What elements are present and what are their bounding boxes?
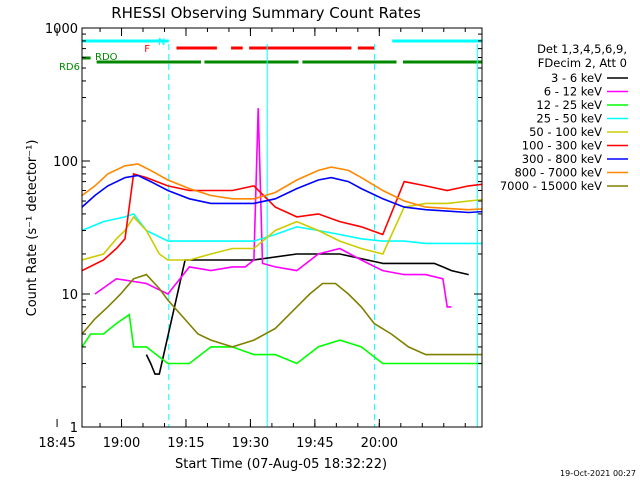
legend-label-1: 6 - 12 keV (544, 85, 602, 99)
x-axis-label: Start Time (07-Aug-05 18:32:22) (175, 457, 387, 472)
series-line-8 (82, 273, 482, 356)
legend-label-0: 3 - 6 keV (551, 71, 602, 85)
chart-title: RHESSI Observing Summary Count Rates (111, 4, 421, 22)
flag-labels: NF RDO RD6 (59, 37, 166, 73)
legend: Det 1,3,4,5,6,9, FDecim 2, Att 0 3 - 6 k… (500, 42, 628, 193)
x-tick-label-3: 19:30 (232, 436, 269, 451)
legend-label-7: 800 - 7000 keV (514, 166, 602, 180)
series-line-4 (82, 198, 482, 261)
legend-label-2: 12 - 25 keV (536, 98, 602, 112)
timestamp: 19-Oct-2021 00:27 (560, 469, 636, 478)
y-tick-label-2: 100 (53, 155, 78, 170)
x-tick-label-1: 19:00 (103, 436, 140, 451)
legend-header-1: Det 1,3,4,5,6,9, (537, 42, 627, 56)
y-tick-label-3: 1000 (45, 22, 78, 37)
legend-label-4: 50 - 100 keV (529, 125, 602, 139)
series-line-5 (82, 172, 482, 272)
y-tick-label-0: 1 (70, 421, 78, 436)
series-line-7 (82, 163, 482, 211)
legend-header-2: FDecim 2, Att 0 (538, 56, 627, 70)
x-tick-label-0: 18:45 (38, 436, 75, 451)
series-line-0 (145, 253, 469, 375)
flag-label-rd6: RD6 (59, 62, 80, 73)
y-axis-label: Count Rate (s⁻¹ detector⁻¹) (25, 140, 40, 317)
series-line-1 (94, 108, 452, 308)
x-tick-label-2: 19:15 (167, 436, 204, 451)
flag-label-rdo: RDO (95, 52, 118, 63)
y-tick-label-1: 10 (61, 288, 78, 303)
series-line-6 (82, 174, 482, 214)
series-group (82, 108, 482, 375)
x-tick-label-4: 19:45 (296, 436, 333, 451)
legend-label-5: 100 - 300 keV (522, 139, 602, 153)
x-tick-label-5: 20:00 (361, 436, 398, 451)
legend-label-8: 7000 - 15000 keV (500, 179, 602, 193)
legend-label-3: 25 - 50 keV (536, 112, 602, 126)
flag-label-n: N (158, 37, 165, 48)
legend-label-6: 300 - 800 keV (522, 152, 602, 166)
x-axis: 18:45 19:00 19:15 19:30 19:45 20:00 (38, 28, 466, 451)
flag-bars (82, 39, 482, 64)
saa-markers (168, 44, 478, 427)
plot-frame (81, 27, 483, 428)
flag-label-f: F (144, 44, 150, 55)
series-line-3 (82, 212, 482, 245)
series-line-2 (82, 313, 482, 365)
y-axis: 1 10 100 1000 (45, 22, 482, 436)
